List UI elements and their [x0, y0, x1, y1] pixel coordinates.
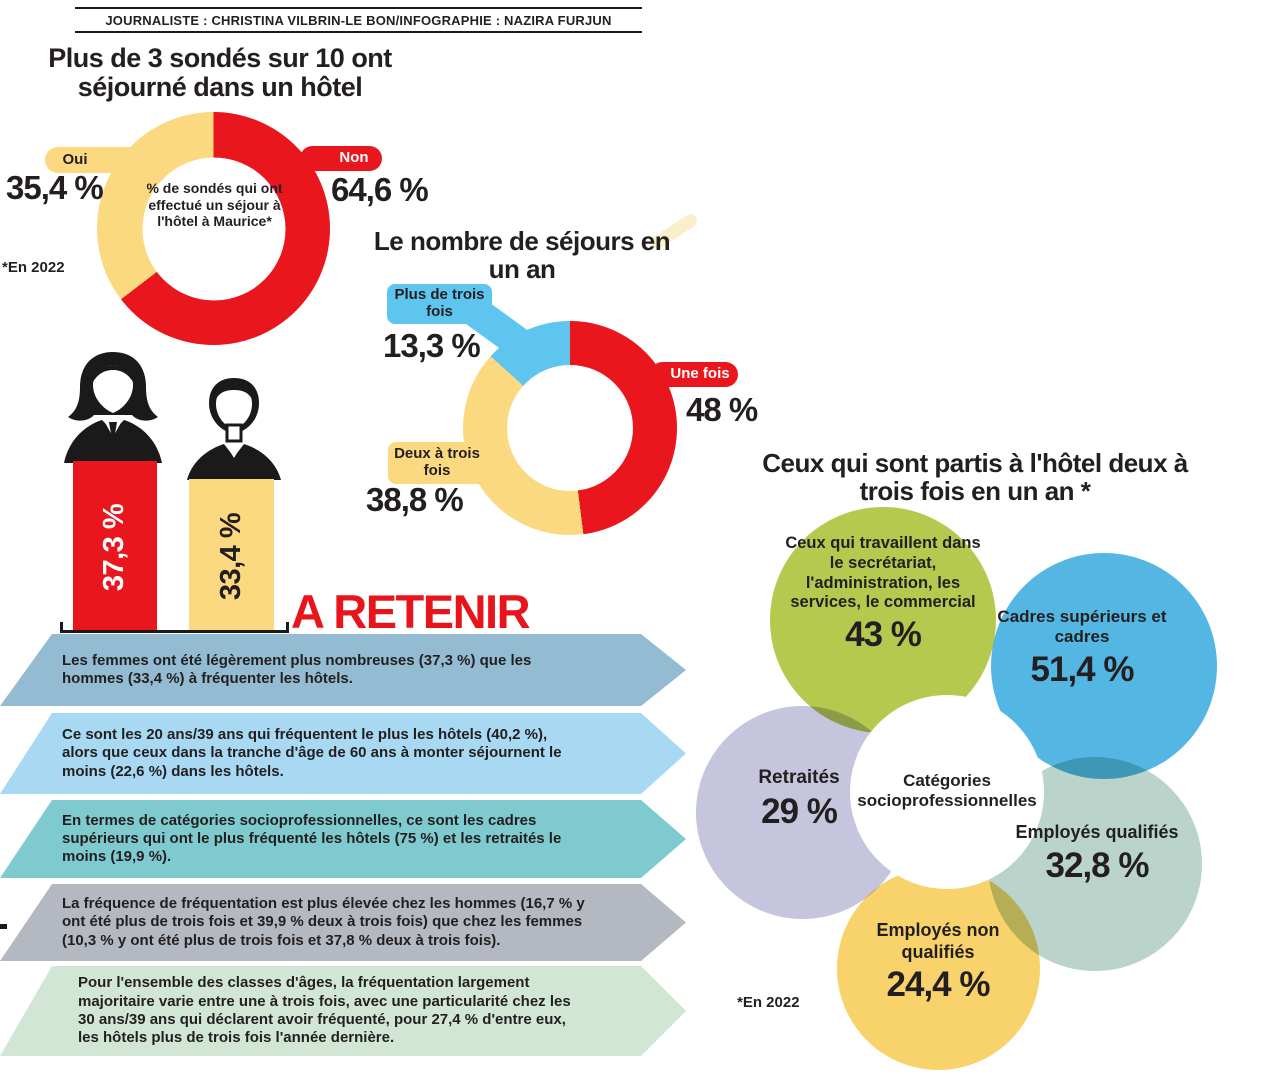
key-point-text-2: Ce sont les 20 ans/39 ans qui fréquenten… — [62, 726, 562, 780]
key-point-text-5: Pour l'ensemble des classes d'âges, la f… — [78, 974, 571, 1047]
donut1-hole — [142, 157, 285, 300]
bubble-label-employes-non-qualifies-text: Employés non qualifiés — [876, 920, 1000, 962]
bubble-label-secretariat-text: Ceux qui travaillent dans le secrétariat… — [785, 534, 981, 612]
section3-title: Ceux qui sont partis à l'hôtel deux à tr… — [762, 448, 1188, 507]
footnote-en-2022-right: *En 2022 — [737, 994, 800, 1011]
legend-pill-non: Non — [300, 146, 382, 171]
bubble-label-cadres-text: Cadres supérieurs et cadres — [997, 607, 1167, 647]
bubble-center-label: Catégories socioprofessionnelles — [857, 771, 1037, 811]
footnote-en-2022-left: *En 2022 — [2, 259, 65, 276]
legend-pill-plus-de-trois-fois: Plus de trois fois — [387, 284, 492, 324]
bubble-label-employes-non-qualifies: Employés non qualifiés 24,4 % — [852, 920, 1024, 1005]
bubble-label-employes-qualifies: Employés qualifiés 32,8 % — [1013, 822, 1181, 886]
bubble-label-retraites-text: Retraités — [758, 767, 840, 788]
value-plus-de-trois-fois: 13,3 % — [383, 327, 481, 364]
value-une-fois: 48 % — [686, 391, 758, 428]
a-retenir-title: A RETENIR — [291, 585, 531, 638]
bar-femmes: 37,3 % — [73, 461, 157, 633]
bubble-value-employes-non-qualifies: 24,4 % — [886, 965, 991, 1005]
donut-chart-sejour-hotel — [97, 112, 330, 345]
man-icon — [187, 378, 281, 480]
bubble-label-retraites: Retraités 29 % — [735, 767, 863, 832]
donut2-hole — [507, 365, 633, 491]
key-point-banner-3: En termes de catégories socioprofessionn… — [0, 800, 686, 878]
key-point-banner-2: Ce sont les 20 ans/39 ans qui fréquenten… — [0, 713, 686, 794]
value-non: 64,6 % — [331, 171, 429, 208]
key-point-text-1: Les femmes ont été légèrement plus nombr… — [62, 651, 532, 687]
bubble-value-employes-qualifies: 32,8 % — [1045, 845, 1150, 885]
key-point-text-4: La fréquence de fréquentation est plus é… — [62, 895, 585, 949]
bubble-center-white — [850, 695, 1044, 889]
credit-bar: JOURNALISTE : CHRISTINA VILBRIN-LE BON/I… — [75, 7, 642, 33]
bubble-value-cadres: 51,4 % — [1030, 649, 1135, 689]
key-point-banner-1: Les femmes ont été légèrement plus nombr… — [0, 634, 686, 706]
value-oui: 35,4 % — [6, 169, 104, 206]
key-point-banner-5: Pour l'ensemble des classes d'âges, la f… — [0, 966, 686, 1056]
donut1-center-label: % de sondés qui ont effectué un séjour à… — [146, 180, 283, 230]
value-deux-a-trois-fois: 38,8 % — [366, 481, 464, 518]
bubble-label-cadres: Cadres supérieurs et cadres 51,4 % — [993, 607, 1171, 690]
bubble-label-secretariat: Ceux qui travaillent dans le secrétariat… — [779, 534, 987, 655]
bars-baseline-bracket — [60, 622, 289, 633]
bubble-label-employes-qualifies-text: Employés qualifiés — [1015, 822, 1179, 842]
donut-chart-nombre-sejours — [463, 321, 677, 535]
key-point-text-3: En termes de catégories socioprofessionn… — [62, 811, 562, 866]
bubble-value-retraites: 29 % — [761, 791, 838, 831]
left-edge-mark — [0, 924, 7, 929]
section1-title: Plus de 3 sondés sur 10 ont séjourné dan… — [48, 43, 392, 102]
legend-pill-deux-a-trois-fois: Deux à trois fois — [388, 442, 508, 484]
bubble-value-secretariat: 43 % — [845, 615, 922, 655]
woman-icon — [64, 352, 162, 463]
section2-title: Le nombre de séjours en un an — [373, 226, 671, 285]
bar-hommes: 33,4 % — [189, 479, 274, 633]
bubble-employes-non-qualifies — [837, 867, 1040, 1070]
key-point-banner-4: La fréquence de fréquentation est plus é… — [0, 884, 686, 961]
bar-hommes-value: 33,4 % — [215, 512, 248, 600]
bar-femmes-value: 37,3 % — [98, 503, 131, 591]
legend-pill-une-fois: Une fois — [650, 362, 738, 387]
legend-pill-oui: Oui — [45, 147, 151, 173]
